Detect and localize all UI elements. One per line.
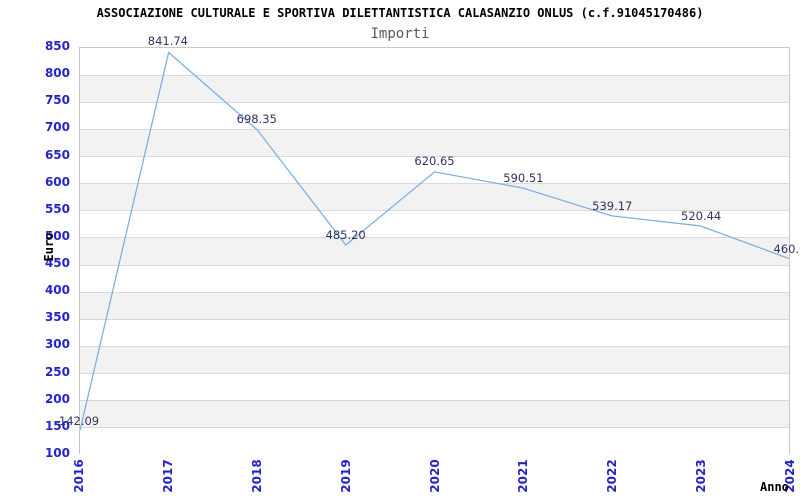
grid-line — [80, 101, 789, 103]
y-tick-label: 350 — [44, 310, 70, 325]
grid-line — [80, 156, 789, 158]
grid-band — [80, 210, 789, 238]
x-tick-label: 2017 — [160, 459, 175, 493]
grid-band — [80, 156, 789, 184]
data-point-label: 841.74 — [147, 34, 188, 49]
chart-subtitle: Importi — [370, 26, 430, 42]
grid-line — [80, 400, 789, 402]
line-series-path — [80, 51, 789, 431]
y-tick-label: 500 — [44, 228, 70, 243]
data-point-label: 590.51 — [503, 170, 544, 185]
y-tick-label: 250 — [44, 364, 70, 379]
y-tick-label: 750 — [44, 93, 70, 108]
grid-line — [80, 318, 789, 320]
x-tick-label: 2020 — [427, 459, 442, 493]
x-axis-label: Anno — [760, 480, 789, 494]
grid-line — [80, 427, 789, 429]
grid-band — [80, 48, 789, 76]
grid-band — [80, 129, 789, 157]
grid-line — [80, 210, 789, 212]
y-axis-label: Euro — [42, 232, 56, 262]
plot-area — [79, 47, 790, 455]
grid-line — [80, 237, 789, 239]
data-point-label: 698.35 — [236, 112, 277, 127]
y-tick-label: 450 — [44, 256, 70, 271]
grid-band — [80, 346, 789, 374]
y-tick-label: 800 — [44, 66, 70, 81]
grid-line — [80, 128, 789, 130]
chart-title: ASSOCIAZIONE CULTURALE E SPORTIVA DILETT… — [96, 6, 704, 20]
grid-band — [80, 183, 789, 211]
grid-band — [80, 400, 789, 428]
data-point-label: 485.20 — [325, 227, 366, 242]
x-tick-label: 2016 — [72, 459, 86, 493]
x-tick-label: 2023 — [694, 459, 709, 493]
y-tick-label: 550 — [44, 201, 70, 216]
x-tick-label: 2018 — [249, 459, 264, 493]
grid-band — [80, 237, 789, 266]
y-tick-label: 650 — [44, 147, 70, 162]
grid-line — [80, 345, 789, 347]
line-series — [80, 51, 789, 431]
y-tick-label: 850 — [44, 39, 70, 53]
y-tick-label: 600 — [44, 174, 70, 189]
y-tick-label: 400 — [44, 283, 70, 298]
grid-band — [80, 102, 789, 130]
x-tick-label: 2019 — [338, 459, 353, 493]
y-tick-label: 100 — [44, 446, 70, 460]
grid-band — [80, 265, 789, 293]
grid-band — [80, 292, 789, 320]
grid-line — [80, 183, 789, 185]
y-tick-label: 700 — [44, 120, 70, 135]
grid-line — [80, 74, 789, 76]
data-point-label: 142.09 — [58, 414, 100, 429]
data-point-label: 520.44 — [681, 208, 722, 223]
data-point-label: 539.17 — [592, 198, 633, 213]
grid-band — [80, 427, 789, 455]
y-tick-label: 300 — [44, 337, 70, 352]
x-tick-label: 2021 — [516, 459, 531, 493]
y-tick-label: 150 — [44, 418, 70, 433]
grid-band — [80, 319, 789, 347]
grid-line — [80, 264, 789, 266]
y-tick-label: 200 — [44, 391, 70, 406]
grid-line — [80, 291, 789, 293]
grid-band — [80, 75, 789, 103]
x-tick-label: 2022 — [605, 459, 620, 493]
grid-line — [80, 373, 789, 375]
data-point-label: 620.65 — [414, 154, 455, 169]
grid-band — [80, 373, 789, 401]
data-point-label: 460.0 — [773, 241, 800, 256]
